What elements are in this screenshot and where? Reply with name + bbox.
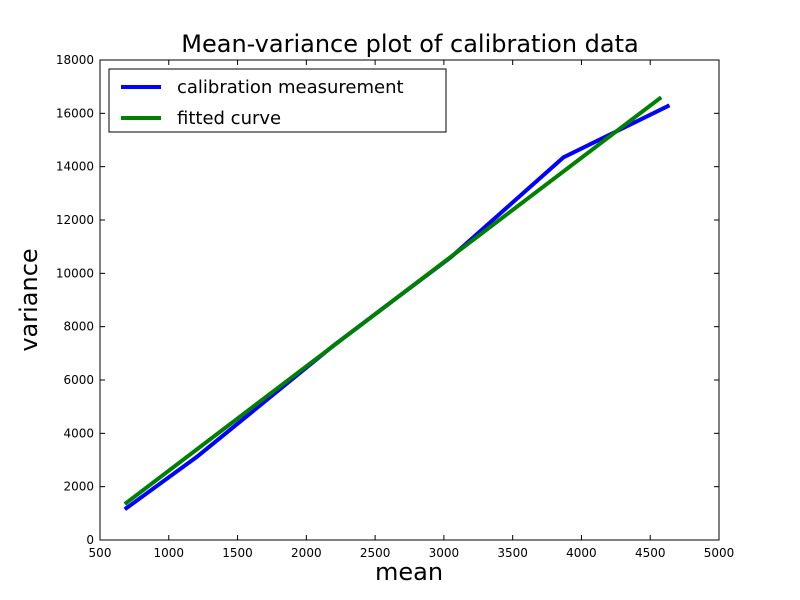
legend-box	[108, 68, 447, 133]
x-tick-label: 4000	[566, 546, 597, 560]
y-tick-label: 16000	[56, 106, 94, 120]
x-tick-label: 2500	[360, 546, 391, 560]
x-tick-label: 500	[89, 546, 112, 560]
series-line-1	[123, 103, 671, 511]
series-line-2	[123, 95, 663, 506]
x-tick-label: 1000	[154, 546, 185, 560]
plot-area	[123, 95, 671, 511]
y-tick-label: 12000	[56, 213, 94, 227]
y-tick-label: 6000	[63, 373, 94, 387]
y-tick-label: 0	[86, 533, 94, 547]
legend-label-2: fitted curve	[177, 108, 281, 129]
x-tick-label: 4500	[635, 546, 666, 560]
y-axis-title: variance	[15, 248, 43, 351]
x-tick-label: 3000	[429, 546, 460, 560]
plot-frame	[99, 59, 720, 541]
y-tick-label: 8000	[63, 320, 94, 334]
y-tick-label: 14000	[56, 160, 94, 174]
x-axis-title: mean	[375, 558, 443, 586]
y-tick-label: 18000	[56, 53, 94, 67]
legend: calibration measurement fitted curve	[108, 68, 447, 133]
x-tick-label: 3500	[497, 546, 528, 560]
axes: 500 1000 1500 2000 2500 3000 3500 4000 4500 5000 0…	[56, 53, 734, 560]
legend-label-1: calibration measurement	[177, 77, 404, 98]
y-tick-label: 2000	[63, 480, 94, 494]
x-tick-label: 1500	[222, 546, 253, 560]
y-tick-label: 4000	[63, 426, 94, 440]
chart-title: Mean-variance plot of calibration data	[181, 30, 638, 58]
y-tick-label: 10000	[56, 266, 94, 280]
x-tick-label: 5000	[704, 546, 735, 560]
x-tick-label: 2000	[291, 546, 322, 560]
